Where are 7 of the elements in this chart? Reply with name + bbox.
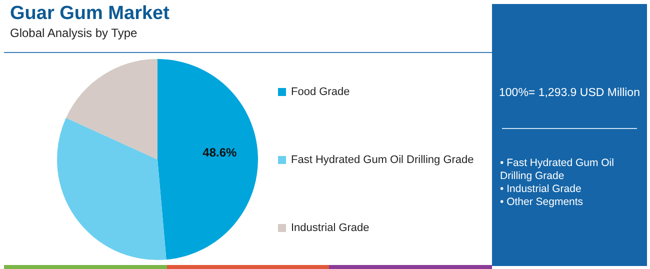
info-panel: 100%= 1,293.9 USD Million • Fast Hydrated Gum Oil Drilling Grade • Industrial Grade • Other Segments	[492, 4, 647, 266]
chart-title: Guar Gum Market	[10, 3, 170, 25]
data-label: 48.6%	[202, 146, 238, 160]
legend-label: Industrial Grade	[291, 222, 370, 234]
chart-subtitle: Global Analysis by Type	[10, 26, 138, 40]
legend-label: Fast Hydrated Gum Oil Drilling Grade	[291, 154, 474, 166]
legend-label: Food Grade	[291, 86, 350, 98]
